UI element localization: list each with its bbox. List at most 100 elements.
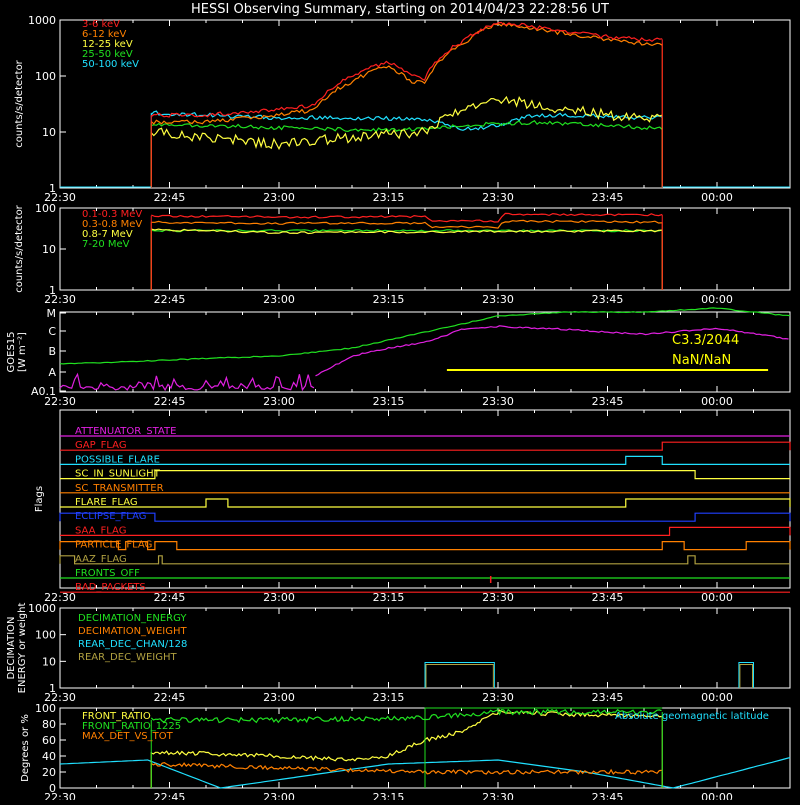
high-energy-frame	[60, 208, 790, 290]
y-tick-label: A	[48, 366, 56, 379]
y-tick-label: 1000	[28, 14, 56, 27]
y-tick-label: 1	[49, 284, 56, 297]
low-energy-series-2	[151, 97, 662, 149]
x-tick-label: 23:30	[482, 791, 514, 800]
flag-trace	[60, 499, 790, 507]
flag-label: POSSIBLE_FLARE	[75, 454, 160, 465]
legend-entry: REAR_DEC_CHAN/128	[78, 639, 187, 650]
y-tick-label: M	[47, 307, 57, 320]
flag-trace	[60, 456, 790, 464]
y-tick-label: 100	[35, 70, 56, 83]
x-tick-label: 22:45	[154, 395, 186, 408]
y-tick-label: 100	[35, 629, 56, 642]
x-tick-label: 00:00	[701, 591, 733, 604]
flag-trace	[60, 542, 790, 550]
goes-annotation-nan: NaN/NaN	[672, 353, 731, 368]
low-energy-ylabel: counts/s/detector	[14, 59, 25, 147]
x-tick-label: 23:30	[482, 691, 514, 704]
legend-entry: 7-20 MeV	[82, 239, 130, 250]
x-tick-label: 22:45	[154, 293, 186, 306]
goes-ylabel-units: [W m⁻²]	[17, 332, 28, 372]
flag-label: GAP_FLAG	[75, 440, 127, 451]
low-energy-series-3	[151, 121, 662, 132]
x-tick-label: 22:45	[154, 591, 186, 604]
y-tick-label: A0.1	[31, 385, 56, 398]
chart-title: HESSI Observing Summary, starting on 201…	[191, 2, 609, 17]
y-tick-label: 0	[49, 782, 56, 795]
flag-label: SC_IN_SUNLIGHT	[75, 469, 161, 480]
hessi-chart: HESSI Observing Summary, starting on 201…	[0, 0, 800, 800]
y-tick-label: 1	[49, 182, 56, 195]
flag-label: FLARE_FLAG	[75, 497, 138, 508]
flag-label: SC_TRANSMITTER	[75, 483, 164, 494]
x-tick-label: 23:30	[482, 191, 514, 204]
y-tick-label: 10	[42, 243, 56, 256]
low-energy-frame	[60, 20, 790, 188]
flag-label: AAZ_FLAG	[75, 554, 127, 565]
flag-trace	[60, 527, 790, 535]
x-tick-label: 23:45	[592, 791, 624, 800]
y-tick-label: 1	[49, 682, 56, 695]
y-tick-label: 40	[42, 750, 56, 763]
x-tick-label: 23:00	[263, 591, 295, 604]
rear-dec-weight-box	[740, 665, 753, 688]
rear-dec-chan-box	[425, 663, 494, 688]
flag-label: SAA_FLAG	[75, 525, 126, 536]
legend-entry: DECIMATION_WEIGHT	[78, 626, 187, 637]
goes-frame	[60, 312, 790, 392]
high-energy-ylabel: counts/s/detector	[14, 204, 25, 292]
flags-ylabel: Flags	[34, 486, 45, 512]
high-energy-series-0	[151, 213, 662, 222]
y-tick-label: 100	[35, 202, 56, 215]
legend-entry-geomag: Absolute geomagnetic latitude	[615, 711, 769, 722]
y-tick-label: 80	[42, 718, 56, 731]
flag-trace	[60, 471, 790, 479]
x-tick-label: 23:15	[373, 191, 405, 204]
high-energy-series-1	[151, 220, 662, 228]
decimation-ylabel2: ENERGY or weight	[17, 603, 28, 694]
x-tick-label: 23:15	[373, 395, 405, 408]
x-tick-label: 23:45	[592, 191, 624, 204]
x-tick-label: 23:00	[263, 791, 295, 800]
y-tick-label: 10	[42, 655, 56, 668]
goes-annotation-class: C3.3/2044	[672, 333, 739, 348]
x-tick-label: 23:45	[592, 591, 624, 604]
legend-entry: MAX_DET_VS_TOT	[82, 731, 174, 742]
flag-label: BAD_PACKETS	[75, 582, 146, 593]
hessi-summary: HESSI Observing Summary, starting on 201…	[0, 0, 800, 800]
x-tick-label: 23:00	[263, 191, 295, 204]
low-energy-series-1	[151, 23, 662, 124]
x-tick-label: 23:30	[482, 395, 514, 408]
goes-ylabel: GOES15	[6, 331, 17, 372]
y-tick-label: 100	[35, 702, 56, 715]
x-tick-label: 23:00	[263, 691, 295, 704]
x-tick-label: 23:00	[263, 395, 295, 408]
legend-entry: DECIMATION_ENERGY	[78, 613, 187, 624]
x-tick-label: 23:45	[592, 293, 624, 306]
x-tick-label: 00:00	[701, 791, 733, 800]
y-tick-label: 1000	[28, 602, 56, 615]
legend-entry: REAR_DEC_WEIGHT	[78, 652, 177, 663]
x-tick-label: 23:45	[592, 395, 624, 408]
y-tick-label: 20	[42, 766, 56, 779]
flag-trace	[60, 442, 790, 450]
legend-entry: 50-100 keV	[82, 59, 139, 70]
x-tick-label: 00:00	[701, 191, 733, 204]
x-tick-label: 23:15	[373, 591, 405, 604]
x-tick-label: 22:45	[154, 791, 186, 800]
y-tick-label: C	[48, 325, 56, 338]
x-tick-label: 00:00	[701, 293, 733, 306]
x-tick-label: 23:30	[482, 293, 514, 306]
rear-dec-chan-box	[739, 663, 754, 688]
x-tick-label: 23:00	[263, 293, 295, 306]
y-tick-label: 60	[42, 734, 56, 747]
flag-label: FRONTS_OFF	[75, 568, 140, 579]
x-tick-label: 23:30	[482, 591, 514, 604]
x-tick-label: 23:15	[373, 691, 405, 704]
rear-dec-weight-box	[426, 665, 493, 688]
x-tick-label: 00:00	[701, 691, 733, 704]
flag-label: ATTENUATOR_STATE	[75, 426, 176, 437]
ratio-ylabel: Degrees or %	[20, 714, 31, 782]
goes-short-early	[60, 374, 314, 390]
flag-trace	[60, 556, 790, 564]
